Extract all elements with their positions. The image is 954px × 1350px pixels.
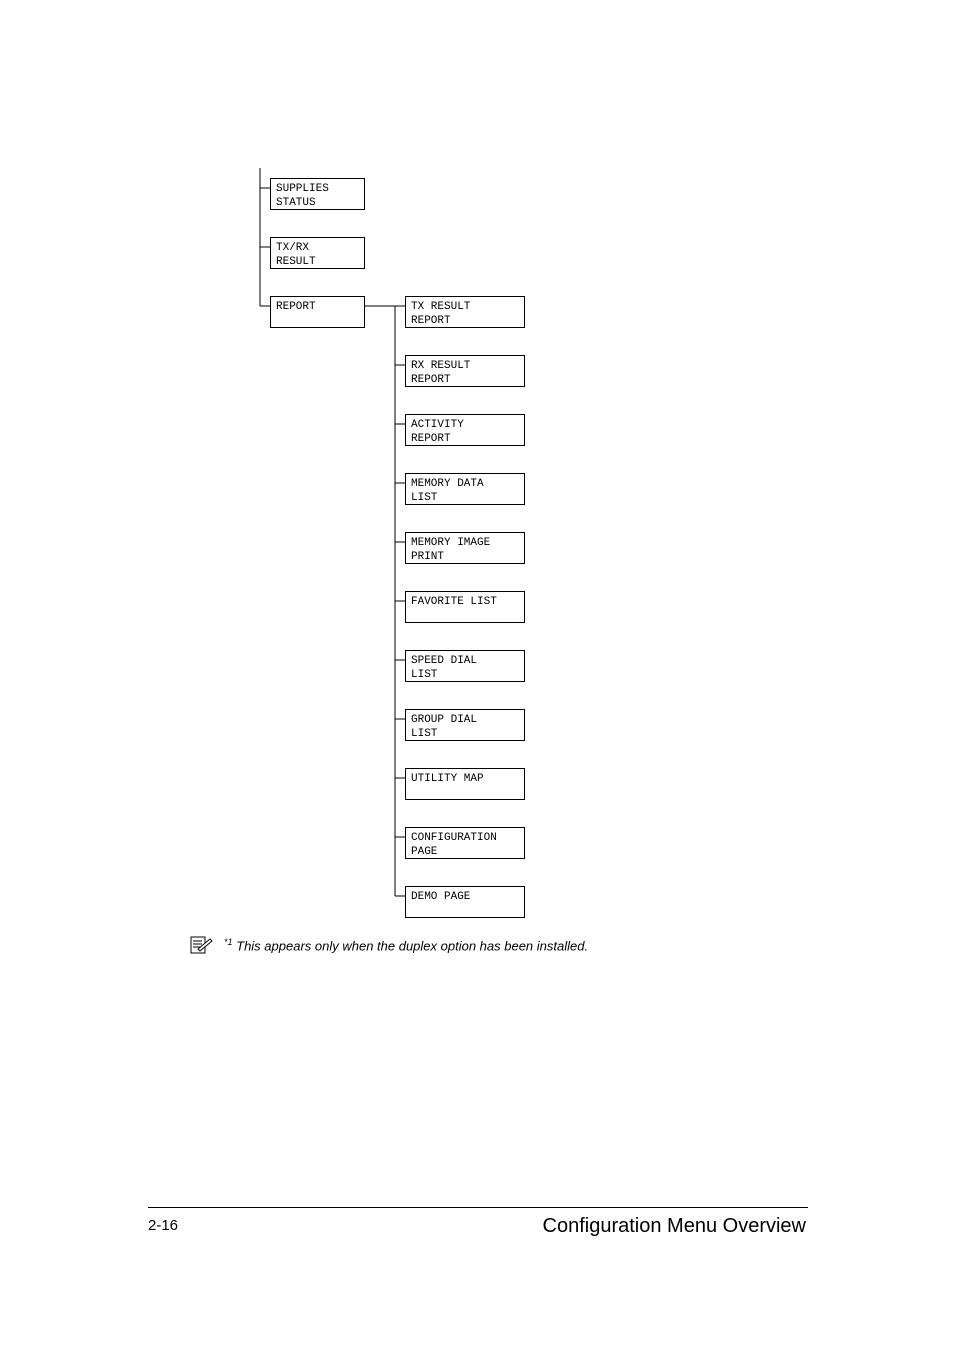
submenu-node: MEMORY IMAGE PRINT [405, 532, 525, 564]
footnote-body: This appears only when the duplex option… [233, 938, 589, 953]
note-icon [190, 935, 214, 955]
submenu-node: GROUP DIAL LIST [405, 709, 525, 741]
submenu-node: FAVORITE LIST [405, 591, 525, 623]
submenu-node: DEMO PAGE [405, 886, 525, 918]
menu-node: SUPPLIES STATUS [270, 178, 365, 210]
footnote-text: *1 This appears only when the duplex opt… [224, 937, 588, 953]
submenu-node: TX RESULT REPORT [405, 296, 525, 328]
footnote-sup: *1 [224, 937, 233, 947]
submenu-node: RX RESULT REPORT [405, 355, 525, 387]
submenu-node: ACTIVITY REPORT [405, 414, 525, 446]
submenu-node: CONFIGURATION PAGE [405, 827, 525, 859]
submenu-node: SPEED DIAL LIST [405, 650, 525, 682]
menu-node: TX/RX RESULT [270, 237, 365, 269]
footnote: *1 This appears only when the duplex opt… [190, 935, 588, 955]
page-number: 2-16 [148, 1217, 178, 1234]
submenu-node: UTILITY MAP [405, 768, 525, 800]
footer-rule [148, 1207, 808, 1208]
menu-node: REPORT [270, 296, 365, 328]
footer-title: Configuration Menu Overview [543, 1215, 806, 1238]
submenu-node: MEMORY DATA LIST [405, 473, 525, 505]
